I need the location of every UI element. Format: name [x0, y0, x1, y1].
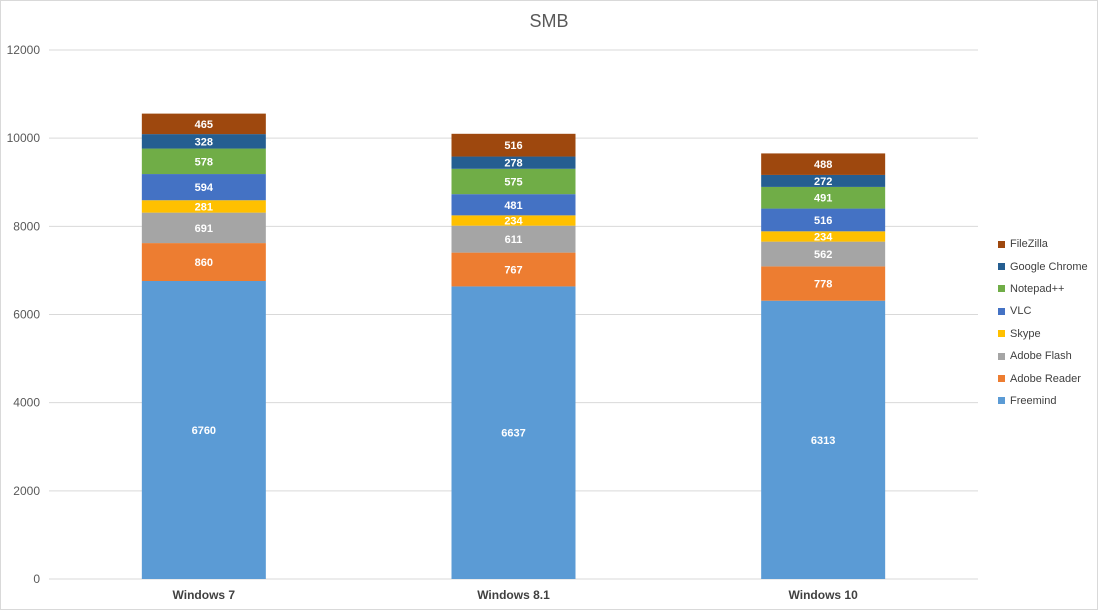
- y-tick-label: 10000: [7, 131, 41, 145]
- bar-segment: [761, 174, 886, 187]
- bar-segment: [451, 215, 576, 226]
- bar-segment: [451, 225, 576, 253]
- legend-swatch: [998, 352, 1005, 360]
- data-label: 575: [504, 176, 522, 188]
- legend-item: Freemind: [998, 390, 1088, 412]
- bar-segment: [451, 194, 576, 216]
- bar-segment: [451, 133, 576, 157]
- y-tick-label: 12000: [7, 43, 41, 57]
- legend-label: Adobe Reader: [1010, 372, 1081, 385]
- legend-label: VLC: [1010, 305, 1032, 318]
- data-label: 278: [504, 158, 522, 170]
- bar-segment: [761, 300, 886, 579]
- bar-segment: [761, 266, 886, 301]
- data-label: 562: [814, 249, 832, 261]
- data-label: 6760: [192, 425, 216, 437]
- bar-segment: [141, 280, 266, 579]
- data-label: 465: [195, 119, 213, 131]
- data-label: 767: [504, 265, 522, 277]
- data-label: 481: [504, 200, 522, 212]
- data-label: 778: [814, 279, 832, 291]
- data-label: 6637: [501, 428, 525, 440]
- data-label: 578: [195, 156, 213, 168]
- legend-swatch: [998, 240, 1005, 248]
- bar-segment: [761, 186, 886, 209]
- bar-segment: [761, 153, 886, 175]
- bar-segment: [141, 113, 266, 135]
- legend-swatch: [998, 263, 1005, 271]
- bar-segment: [761, 231, 886, 242]
- data-label: 491: [814, 193, 832, 205]
- x-category-label: Windows 10: [789, 588, 859, 602]
- data-label: 328: [195, 136, 213, 148]
- y-tick-label: 4000: [13, 396, 40, 410]
- bar-segment: [141, 148, 266, 175]
- data-label: 691: [195, 223, 213, 235]
- legend-item: Google Chrome: [998, 255, 1088, 277]
- y-tick-label: 2000: [13, 484, 40, 498]
- legend-label: Google Chrome: [1010, 260, 1088, 273]
- legend-item: Adobe Flash: [998, 345, 1088, 367]
- legend-swatch: [998, 330, 1005, 338]
- legend-label: Notepad++: [1010, 282, 1065, 295]
- legend-label: FileZilla: [1010, 238, 1048, 251]
- x-category-label: Windows 8.1: [477, 588, 550, 602]
- data-label: 488: [814, 159, 832, 171]
- legend-swatch: [998, 397, 1005, 405]
- legend-item: FileZilla: [998, 233, 1088, 255]
- data-label: 516: [504, 140, 522, 152]
- legend: FileZilla Google Chrome Notepad++ VLC Skype A…: [998, 233, 1088, 412]
- bar-segment: [451, 168, 576, 195]
- bar-segment: [451, 156, 576, 169]
- bar-segment: [141, 243, 266, 281]
- data-label: 6313: [811, 435, 835, 447]
- data-label: 860: [195, 257, 213, 269]
- legend-item: Skype: [998, 323, 1088, 345]
- y-tick-label: 6000: [13, 308, 40, 322]
- bar-segment: [141, 212, 266, 244]
- legend-item: Adobe Reader: [998, 367, 1088, 389]
- data-label: 234: [814, 231, 833, 243]
- legend-label: Freemind: [1010, 394, 1057, 407]
- data-label: 611: [505, 234, 523, 246]
- bar-segment: [141, 200, 266, 213]
- legend-label: Adobe Flash: [1010, 350, 1072, 363]
- bar-segment: [451, 252, 576, 287]
- legend-item: Notepad++: [998, 278, 1088, 300]
- legend-item: VLC: [998, 300, 1088, 322]
- legend-swatch: [998, 285, 1005, 293]
- data-label: 272: [814, 176, 832, 188]
- chart-title: SMB: [529, 11, 569, 31]
- bar-segment: [761, 241, 886, 267]
- bar-segment: [451, 286, 576, 579]
- bar-segment: [141, 174, 266, 201]
- data-label: 594: [195, 182, 214, 194]
- legend-swatch: [998, 375, 1005, 383]
- x-category-label: Windows 7: [173, 588, 236, 602]
- bar-segment: [761, 208, 886, 232]
- data-label: 234: [504, 216, 523, 228]
- data-label: 281: [195, 201, 213, 213]
- data-label: 516: [814, 215, 832, 227]
- y-tick-label: 8000: [13, 219, 40, 233]
- legend-label: Skype: [1010, 327, 1041, 340]
- bar-segment: [141, 134, 266, 149]
- y-tick-label: 0: [33, 572, 40, 586]
- legend-swatch: [998, 307, 1005, 315]
